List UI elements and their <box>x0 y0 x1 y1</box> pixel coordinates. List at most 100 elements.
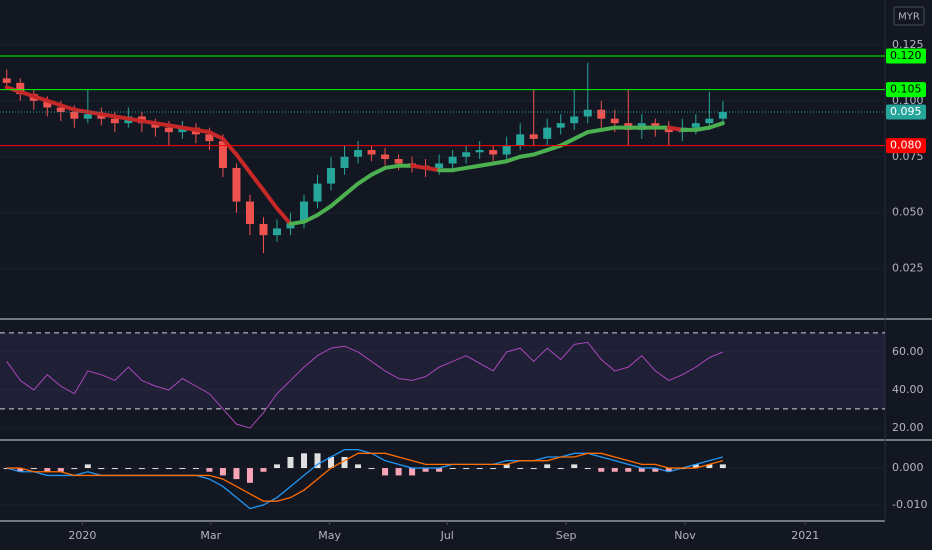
histogram-bar <box>557 468 564 470</box>
x-tick-label: Nov <box>674 529 696 542</box>
histogram-bar <box>571 464 578 469</box>
histogram-bar <box>665 468 672 472</box>
moving-average <box>693 125 712 132</box>
histogram-bar <box>341 457 348 469</box>
candle-body <box>556 123 565 128</box>
rsi-line <box>6 341 724 429</box>
candle-body <box>300 201 309 222</box>
candle-body <box>367 150 376 155</box>
moving-average <box>599 125 617 132</box>
candle-body <box>543 127 552 139</box>
moving-average <box>545 143 563 153</box>
candle-body <box>232 167 241 202</box>
candle-body <box>597 109 606 119</box>
candle-body <box>448 156 457 164</box>
moving-average <box>45 98 63 108</box>
histogram-bar <box>490 468 497 470</box>
candle-body <box>583 109 592 117</box>
level-badge <box>886 104 926 120</box>
moving-average <box>31 94 50 103</box>
moving-average <box>193 127 212 135</box>
level-label: 0.120 <box>890 49 922 62</box>
moving-average <box>342 181 361 197</box>
histogram-bar <box>463 468 470 470</box>
histogram-bar <box>395 468 402 476</box>
histogram-bar <box>84 464 91 469</box>
moving-average <box>423 165 442 173</box>
histogram-bar <box>692 464 699 469</box>
candle-body <box>43 100 52 108</box>
candle-body <box>664 127 673 133</box>
y-tick-label: 20.00 <box>892 421 924 434</box>
histogram-bar <box>422 468 429 472</box>
moving-average <box>369 165 388 177</box>
histogram-bar <box>71 468 78 470</box>
candle-body <box>705 118 714 124</box>
candle-body <box>691 123 700 128</box>
y-tick-label: 0.050 <box>892 206 924 219</box>
histogram-bar <box>368 468 375 470</box>
histogram-bar <box>328 457 335 469</box>
histogram-bar <box>611 468 618 472</box>
candle-body <box>272 228 281 236</box>
histogram-bar <box>382 468 389 476</box>
histogram-bar <box>517 468 524 470</box>
histogram-bar <box>165 468 172 470</box>
moving-average <box>518 152 536 159</box>
histogram-bar <box>246 468 253 483</box>
moving-average <box>477 161 496 168</box>
candle-body <box>570 116 579 124</box>
candle-body <box>16 82 25 95</box>
candle-body <box>529 134 538 139</box>
histogram-bar <box>449 468 456 470</box>
x-tick-label: Sep <box>556 529 577 542</box>
y-tick-label: 60.00 <box>892 345 924 358</box>
moving-average <box>18 89 36 99</box>
x-tick-label: May <box>318 529 341 542</box>
candle-body <box>435 163 444 168</box>
candle-body <box>718 111 727 119</box>
histogram-bar <box>192 468 199 470</box>
histogram-bar <box>111 468 118 470</box>
histogram-bar <box>17 468 24 472</box>
moving-average <box>329 192 347 209</box>
moving-average <box>383 163 401 170</box>
histogram-bar <box>301 453 308 469</box>
level-label: 0.080 <box>890 139 922 152</box>
level-badge <box>886 48 926 64</box>
histogram-bar <box>44 468 51 472</box>
histogram-bar <box>273 464 280 469</box>
histogram-bar <box>584 468 591 470</box>
candle-body <box>151 123 160 128</box>
histogram-bar <box>30 468 37 470</box>
x-tick-label: 2021 <box>791 529 819 542</box>
candle-body <box>56 107 65 112</box>
candle-body <box>340 156 349 168</box>
level-badge <box>886 82 926 98</box>
histogram-bar <box>652 468 659 472</box>
moving-average <box>491 159 509 166</box>
candle-body <box>313 183 322 202</box>
candle-body <box>502 145 511 155</box>
candle-body <box>70 111 79 119</box>
moving-average <box>707 121 725 130</box>
moving-average <box>666 125 685 132</box>
histogram-bar <box>57 468 64 472</box>
moving-average <box>58 103 77 112</box>
currency-box[interactable] <box>893 6 925 26</box>
candle-body <box>475 150 484 153</box>
candle-body <box>394 159 403 164</box>
moving-average <box>139 118 158 126</box>
histogram-bar <box>409 468 416 476</box>
moving-average <box>302 212 320 224</box>
histogram-bar <box>719 464 726 469</box>
histogram-bar <box>355 464 362 469</box>
candle-body <box>462 152 471 157</box>
histogram-bar <box>598 468 605 472</box>
y-tick-label: -0.010 <box>892 498 927 511</box>
x-tick-label: Mar <box>200 529 221 542</box>
moving-average <box>315 204 334 217</box>
moving-average <box>261 188 279 211</box>
